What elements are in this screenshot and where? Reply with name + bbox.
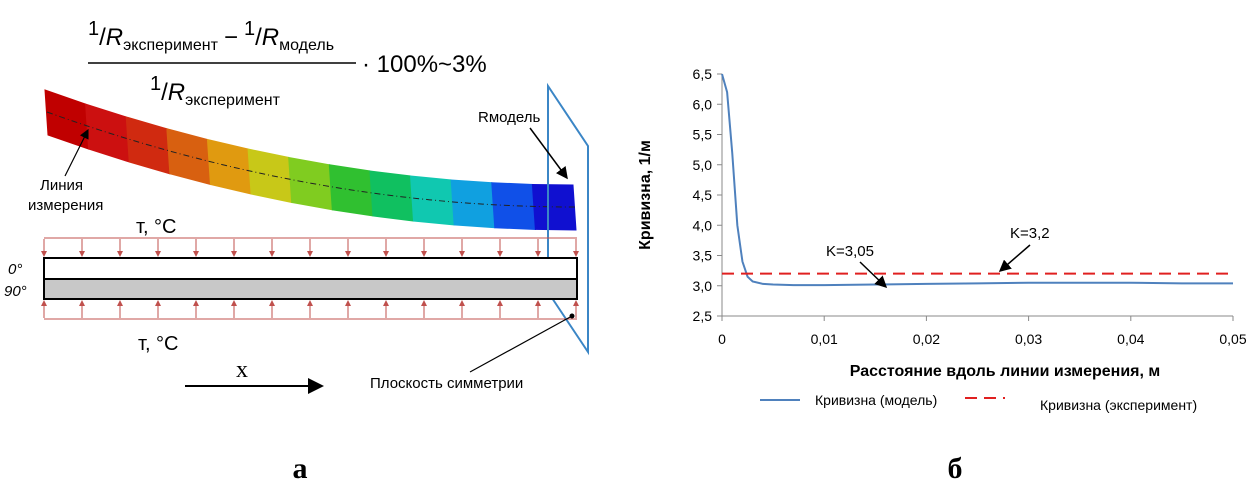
temp-top: т, °C xyxy=(136,216,177,238)
layer-0 xyxy=(44,258,577,279)
series-line xyxy=(722,74,1233,285)
annotation: K=3,2 xyxy=(1010,225,1050,242)
temp-bottom: т, °C xyxy=(138,333,179,355)
y-tick-label: 6,0 xyxy=(693,96,713,112)
x-tick-label: 0,05 xyxy=(1219,331,1246,347)
formula: 1/Rэксперимент−1/Rмодель 1/Rэксперимент … xyxy=(88,18,487,109)
line-label: Линия xyxy=(40,177,83,194)
formula-tail: · 100%~3% xyxy=(362,51,487,78)
layer-90-label: 90° xyxy=(4,283,27,300)
beam-segment xyxy=(86,104,130,162)
layer-90 xyxy=(44,279,577,299)
chart: 2,5 3,0 3,5 4,0 4,5 5,0 5,5 6,0 6,5 0 0,01 0,02 0,03… xyxy=(637,66,1247,413)
x-tick-label: 0,04 xyxy=(1117,331,1144,347)
panel-label: а xyxy=(293,452,308,482)
formula-denominator: 1/Rэксперимент xyxy=(150,73,281,109)
y-tick-label: 4,5 xyxy=(693,187,713,203)
x-tick-label: 0,02 xyxy=(913,331,940,347)
formula-numerator: 1/Rэксперимент−1/Rмодель xyxy=(88,18,334,54)
y-tick-label: 3,5 xyxy=(693,248,713,264)
x-tick-label: 0 xyxy=(718,331,726,347)
x-axis-label: Расстояние вдоль линии измерения, м xyxy=(850,363,1160,380)
x-tick-label: 0,01 xyxy=(811,331,838,347)
y-tick-label: 4,0 xyxy=(693,217,713,233)
y-tick-label: 5,5 xyxy=(693,127,713,143)
beam-segment xyxy=(45,90,89,149)
x-tick-label: 0,03 xyxy=(1015,331,1042,347)
y-tick-label: 5,0 xyxy=(693,157,713,173)
line-label: измерения xyxy=(28,197,103,214)
y-tick-label: 6,5 xyxy=(693,66,713,82)
beam-segment xyxy=(248,149,292,202)
beam-segment xyxy=(451,180,495,228)
layer-0-label: 0° xyxy=(8,261,22,278)
annotation: K=3,05 xyxy=(826,243,874,260)
legend-label: Кривизна (модель) xyxy=(815,392,937,408)
arrow xyxy=(470,316,572,372)
y-axis-label: Кривизна, 1/м xyxy=(637,140,654,250)
y-tick-label: 3,0 xyxy=(693,278,713,294)
panel-label: б xyxy=(948,452,963,482)
point xyxy=(570,314,575,319)
x-label: x xyxy=(236,357,248,383)
beam-segment xyxy=(411,176,455,225)
symmetry-label: Плоскость симметрии xyxy=(370,375,523,392)
r-model-label: Rмодель xyxy=(478,109,541,126)
legend-label: Кривизна (эксперимент) xyxy=(1040,397,1197,413)
annotation-arrow xyxy=(1000,245,1030,271)
figure: 1/Rэксперимент−1/Rмодель 1/Rэксперимент … xyxy=(0,0,1248,482)
y-tick-label: 2,5 xyxy=(693,308,713,324)
beam-segment xyxy=(207,139,251,194)
